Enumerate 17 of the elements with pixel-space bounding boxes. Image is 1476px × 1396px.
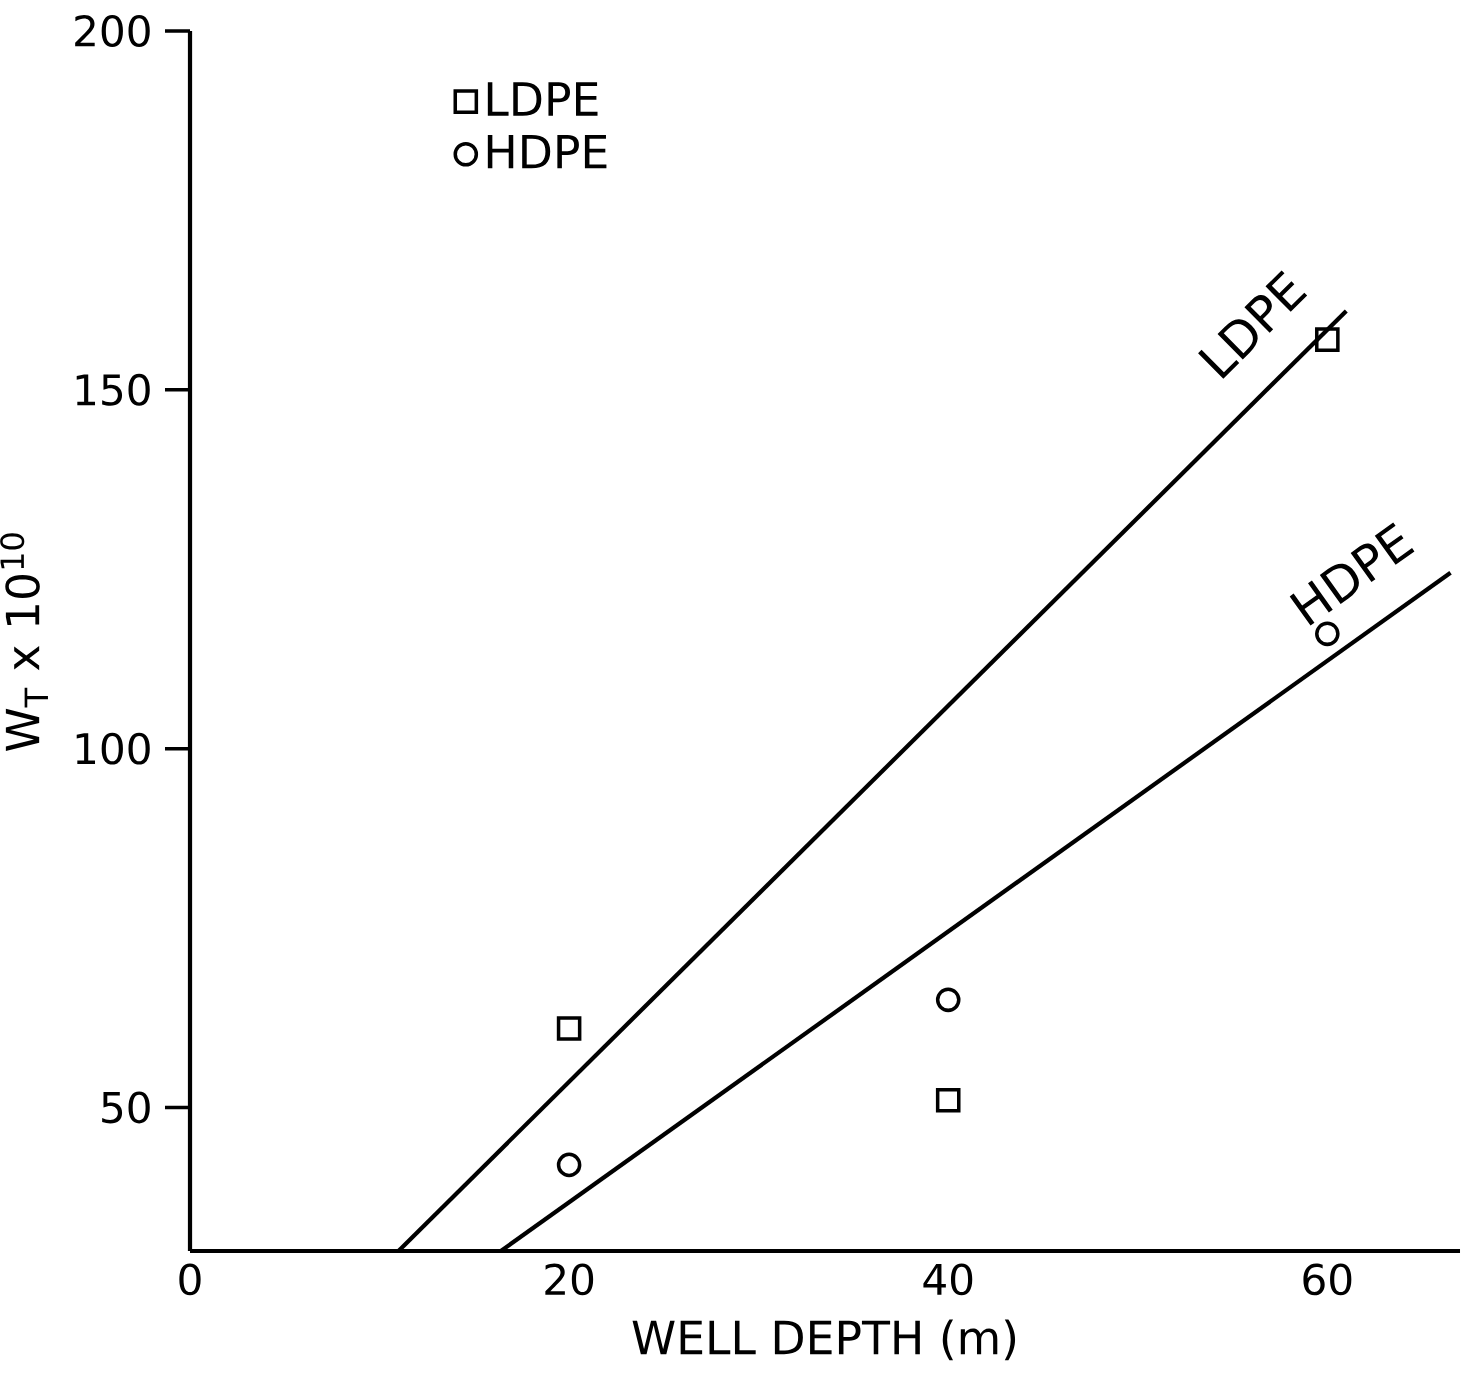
y-tick-label: 100 — [76, 732, 150, 765]
y-tick-label: 200 — [75, 15, 150, 47]
legend-label: HDPE — [487, 135, 607, 169]
x-tick-label: 20 — [545, 1263, 594, 1296]
point — [935, 1088, 961, 1113]
x-tick-label: 40 — [923, 1263, 973, 1296]
x-tick-label: 60 — [1303, 1263, 1352, 1296]
legend-label: LDPE — [487, 82, 598, 116]
x-tick-label: 0 — [179, 1263, 201, 1296]
y-axis-title: W$_{T}$ x 10$^{10}$ — [0, 533, 48, 752]
point — [556, 1016, 582, 1041]
y-tick-label: 50 — [102, 1091, 150, 1124]
point — [935, 987, 961, 1013]
point — [556, 1152, 582, 1178]
x-axis-title: WELL DEPTH (m) — [632, 1319, 1016, 1361]
point — [1315, 327, 1340, 352]
y-tick-label: 150 — [76, 373, 150, 406]
